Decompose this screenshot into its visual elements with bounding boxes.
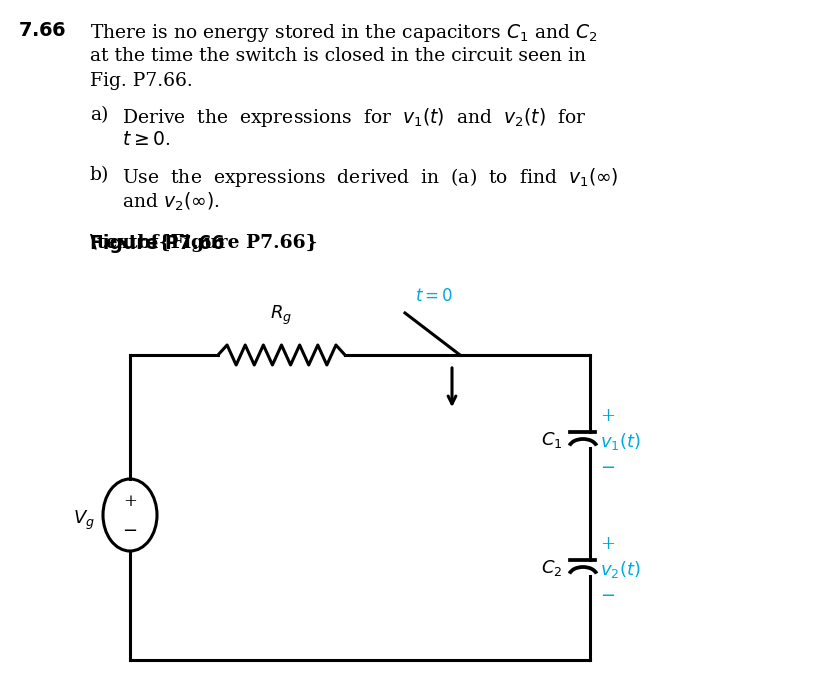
Text: +: + xyxy=(123,493,137,510)
Text: +: + xyxy=(600,407,615,425)
Text: \textbf{Figure P7.66}: \textbf{Figure P7.66} xyxy=(90,234,317,252)
Text: $R_g$: $R_g$ xyxy=(271,304,293,327)
Text: a): a) xyxy=(90,106,108,124)
Text: There is no energy stored in the capacitors $C_1$ and $C_2$: There is no energy stored in the capacit… xyxy=(90,22,598,44)
Text: $V_g$: $V_g$ xyxy=(73,508,95,532)
Text: $t = 0$: $t = 0$ xyxy=(415,288,453,305)
Text: $C_2$: $C_2$ xyxy=(541,558,562,578)
Text: and $v_2(\infty)$.: and $v_2(\infty)$. xyxy=(122,191,219,214)
Text: Derive  the  expressions  for  $v_1(t)$  and  $v_2(t)$  for: Derive the expressions for $v_1(t)$ and … xyxy=(122,106,587,129)
Text: $t \geq 0$.: $t \geq 0$. xyxy=(122,131,170,149)
Text: b): b) xyxy=(90,166,110,184)
Text: +: + xyxy=(600,535,615,553)
Text: at the time the switch is closed in the circuit seen in: at the time the switch is closed in the … xyxy=(90,47,586,65)
Text: $C_1$: $C_1$ xyxy=(541,430,562,450)
Text: Fig. P7.66.: Fig. P7.66. xyxy=(90,72,193,90)
Text: Use  the  expressions  derived  in  (a)  to  find  $v_1(\infty)$: Use the expressions derived in (a) to fi… xyxy=(122,166,618,189)
Text: $v_2(t)$: $v_2(t)$ xyxy=(600,560,640,581)
Text: $\mathbf{7.66}$: $\mathbf{7.66}$ xyxy=(18,22,66,40)
Text: Figure P7.66: Figure P7.66 xyxy=(90,234,225,253)
Text: $-$: $-$ xyxy=(600,585,615,603)
Text: $v_1(t)$: $v_1(t)$ xyxy=(600,431,640,452)
Text: $-$: $-$ xyxy=(600,457,615,475)
Text: $-$: $-$ xyxy=(123,520,137,538)
